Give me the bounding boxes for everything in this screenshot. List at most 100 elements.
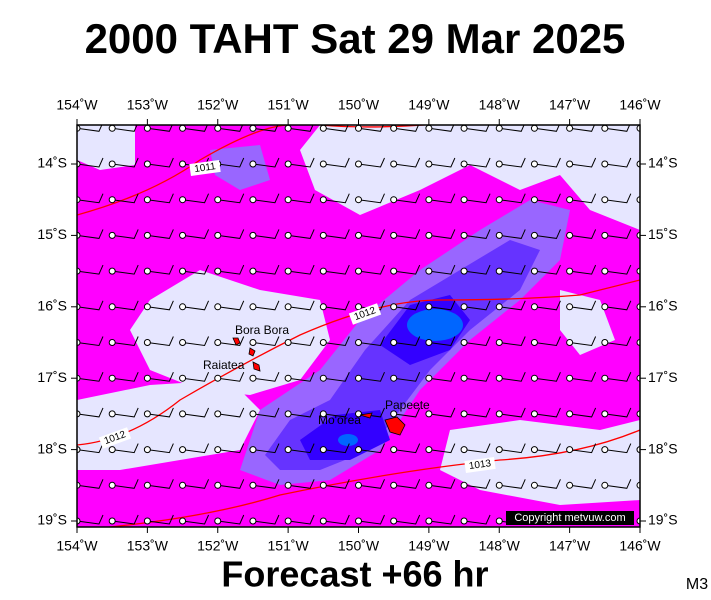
wind-barb — [499, 300, 526, 311]
wind-station — [143, 196, 151, 204]
wind-barb — [288, 264, 315, 275]
wind-barb — [147, 157, 174, 168]
lat-label: 15˚S — [648, 226, 678, 242]
wind-barb — [77, 193, 104, 204]
wind-station — [390, 481, 398, 489]
wind-station — [143, 410, 151, 418]
wind-barb — [147, 479, 174, 489]
wind-barb — [463, 479, 491, 489]
wind-barb — [428, 514, 456, 525]
lon-label: 151˚W — [268, 97, 310, 113]
wind-station — [284, 481, 292, 489]
wind-station — [214, 410, 222, 418]
lat-label: 19˚S — [648, 512, 678, 528]
lat-label: 16˚S — [648, 298, 678, 314]
lon-label: 149˚W — [408, 538, 450, 554]
lon-label: 153˚W — [127, 538, 169, 554]
wind-station — [284, 517, 292, 525]
wind-station — [108, 160, 116, 168]
wind-station — [249, 196, 257, 204]
wind-barb — [323, 193, 350, 204]
wind-station — [284, 446, 292, 454]
wind-station — [108, 481, 116, 489]
wind-station — [530, 339, 538, 346]
wind-station — [319, 517, 327, 525]
wind-barb — [499, 407, 526, 418]
wind-barb — [358, 514, 385, 525]
wind-station — [495, 267, 503, 275]
wind-barb — [217, 443, 245, 454]
wind-station — [601, 374, 609, 382]
wind-station — [249, 517, 257, 525]
wind-barb — [569, 407, 597, 418]
wind-barb — [112, 514, 139, 525]
wind-barb — [639, 485, 640, 486]
wind-barb — [534, 229, 561, 239]
wind-barb — [393, 479, 421, 489]
wind-barb — [288, 443, 315, 454]
wind-barb — [323, 264, 350, 275]
wind-station — [530, 446, 538, 454]
wind-barb — [77, 514, 104, 525]
wind-station — [390, 267, 398, 275]
wind-station — [179, 303, 187, 311]
wind-barb — [428, 300, 456, 311]
wind-station — [179, 446, 187, 454]
wind-station — [319, 446, 327, 454]
wind-station — [355, 374, 362, 382]
wind-barb — [182, 229, 210, 239]
wind-barb — [358, 371, 385, 382]
wind-barb — [569, 157, 597, 168]
title: 2000 TAHT Sat 29 Mar 2025 — [85, 15, 626, 62]
wind-barb — [77, 157, 104, 168]
wind-barb — [393, 336, 421, 347]
wind-barb — [182, 264, 210, 275]
wind-barb — [499, 193, 526, 204]
wind-barb — [499, 229, 526, 239]
wind-station — [495, 125, 503, 132]
wind-barb — [604, 193, 632, 204]
copyright: Copyright metvuw.com — [514, 512, 625, 524]
wind-barb — [639, 128, 640, 129]
wind-station — [319, 231, 327, 239]
wind-barb — [569, 300, 597, 311]
wind-station — [249, 160, 257, 168]
wind-station — [284, 339, 292, 346]
wind-station — [425, 339, 433, 346]
wind-barb — [534, 264, 561, 275]
wind-station — [214, 303, 222, 311]
wind-barb — [323, 443, 350, 454]
lon-label: 150˚W — [338, 97, 380, 113]
lon-label: 152˚W — [197, 97, 239, 113]
wind-station — [249, 339, 257, 346]
wind-barb — [252, 371, 280, 382]
wind-station — [249, 125, 257, 132]
wind-station — [495, 160, 503, 168]
wind-barb — [639, 342, 640, 344]
wind-station — [284, 410, 292, 418]
wind-barb — [323, 336, 350, 347]
wind-station — [425, 231, 433, 239]
wind-barb — [463, 443, 491, 454]
wind-barb — [463, 157, 491, 168]
wind-station — [214, 267, 222, 275]
wind-barb — [288, 157, 315, 168]
wind-barb — [534, 371, 561, 382]
wind-barb — [393, 300, 421, 311]
wind-barb — [463, 229, 491, 239]
wind-barb — [77, 336, 104, 347]
wind-station — [355, 481, 362, 489]
wind-station — [284, 125, 292, 132]
wind-station — [143, 160, 151, 168]
wind-station — [143, 339, 151, 346]
wind-barb — [217, 229, 245, 239]
wind-station — [601, 303, 609, 311]
wind-barb — [252, 229, 280, 239]
lat-label: 14˚S — [37, 155, 67, 171]
wind-station — [495, 196, 503, 204]
wind-station — [460, 481, 468, 489]
wind-barb — [288, 514, 315, 525]
wind-station — [566, 303, 574, 311]
wind-barb — [534, 336, 561, 347]
wind-barb — [112, 300, 139, 311]
